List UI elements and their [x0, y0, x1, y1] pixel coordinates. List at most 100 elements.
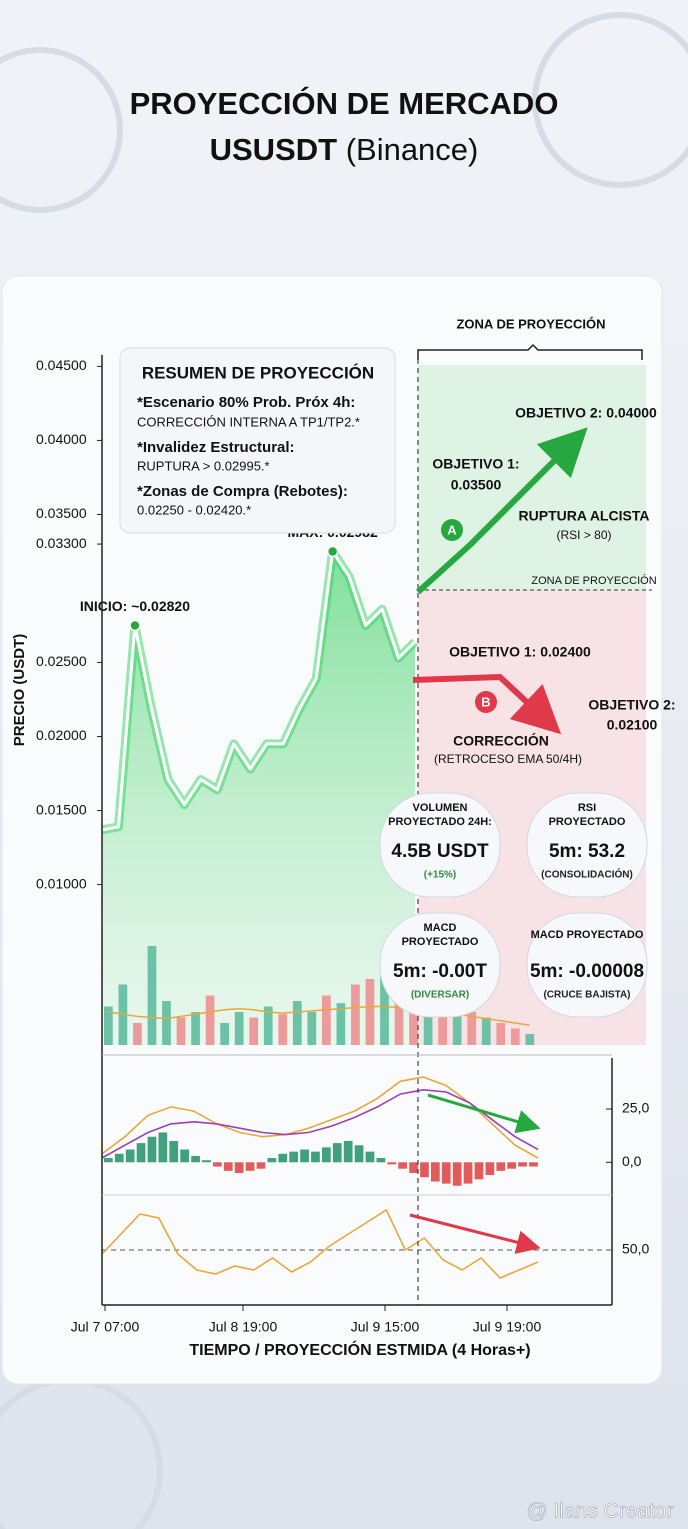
- stat-note: (DIVERSAR): [411, 990, 469, 1001]
- stat-note: (CONSOLIDACIÓN): [541, 868, 633, 881]
- price-line: [101, 550, 417, 832]
- macd-histogram: [202, 1160, 211, 1163]
- exchange: (Binance): [346, 132, 479, 167]
- summary-label: *Zonas de Compra (Rebotes):: [137, 483, 348, 500]
- volume-bar: [351, 984, 360, 1045]
- y-tick-label: 0.02000: [36, 727, 87, 743]
- macd-histogram: [365, 1151, 375, 1163]
- summary-label: *Invalidez Estructural:: [137, 439, 295, 456]
- rsi-line: [101, 1208, 539, 1279]
- start-point: [129, 619, 141, 632]
- bear-target2: 0.02100: [607, 717, 658, 733]
- badge-text: B: [481, 694, 490, 709]
- volume-bar: [467, 1012, 477, 1045]
- max-point: [326, 545, 339, 558]
- bull-zone: [418, 365, 646, 590]
- subtitle: USUSDT (Binance): [210, 132, 479, 167]
- price-area: [102, 551, 415, 1045]
- macd-histogram: [376, 1158, 386, 1163]
- stat-card: [526, 792, 648, 898]
- watermark: @ Ilans Creator: [526, 1500, 673, 1523]
- stat-title: PROYECTADO: [402, 936, 479, 948]
- zone-title: ZONA DE PROYECCIÓN: [456, 316, 605, 331]
- macd-histogram: [158, 1132, 168, 1163]
- plot: 0.04500 0.04000 0.03500 0.03300 0.02500 0.020…: [36, 357, 649, 1335]
- summary-label: *Escenario 80% Prob. Próx 4h:: [137, 394, 355, 411]
- volume-bar: [191, 1012, 200, 1045]
- x-tick-label: Jul 9 19:00: [473, 1319, 542, 1335]
- macd-histogram: [398, 1162, 408, 1169]
- bull-title: RUPTURA ALCISTA: [519, 508, 650, 524]
- volume-bar: [176, 1017, 186, 1045]
- macd-histogram: [245, 1162, 255, 1171]
- volume-bar: [452, 995, 462, 1045]
- macd-histogram: [463, 1162, 473, 1184]
- y-tick-label: 50,0: [622, 1241, 649, 1257]
- bull-target1: 0.03500: [451, 477, 502, 493]
- coin-decoration: [532, 12, 688, 188]
- macd-histogram: [311, 1151, 320, 1163]
- stat-card: [379, 912, 501, 1018]
- macd-histogram: [343, 1140, 353, 1163]
- macd-histogram: [409, 1162, 418, 1173]
- x-tick-label: Jul 8 19:00: [209, 1319, 278, 1335]
- bear-arrow: [412, 673, 562, 735]
- macd-histogram: [474, 1162, 484, 1180]
- macd-histogram: [234, 1162, 244, 1173]
- macd-histogram: [431, 1162, 440, 1182]
- macd-histogram: [191, 1155, 200, 1163]
- badge: [475, 691, 497, 713]
- volume-bar: [525, 1034, 535, 1045]
- summary-title: RESUMEN DE PROYECCIÓN: [142, 363, 374, 382]
- stat-title: PROYECTADO 24H:: [388, 816, 492, 828]
- bull-arrow: [415, 427, 588, 595]
- coin-decoration: [0, 47, 123, 213]
- y-tick-label: 0.03300: [36, 535, 87, 551]
- y-tick-label: 0.01000: [36, 875, 87, 891]
- macd-histogram: [267, 1158, 277, 1163]
- macd-histogram: [213, 1162, 222, 1167]
- macd-histogram: [441, 1162, 451, 1184]
- stat-note: (CRUCE BAJISTA): [543, 990, 630, 1001]
- x-tick-label: Jul 7 07:00: [71, 1319, 140, 1335]
- summary-text: 0.02250 - 0.02420.*: [137, 502, 251, 517]
- volume-bar: [496, 1023, 506, 1045]
- volume-bar: [263, 1006, 273, 1045]
- macd-histogram: [278, 1153, 288, 1163]
- macd-histogram: [496, 1162, 506, 1171]
- volume-bar: [278, 1014, 288, 1045]
- trend-arrow: [409, 1213, 541, 1254]
- macd-histogram: [354, 1145, 364, 1163]
- bear-note: (RETROCESO EMA 50/4H): [434, 752, 582, 766]
- y-tick-label: 0.04000: [36, 431, 87, 447]
- macd-histogram: [147, 1136, 157, 1163]
- summary-text: RUPTURA > 0.02995.*: [137, 458, 270, 473]
- bull-note: (RSI > 80): [556, 528, 611, 542]
- stat-card: [526, 912, 648, 1018]
- volume-bar: [133, 1023, 142, 1045]
- bear-target2: OBJETIVO 2:: [588, 697, 675, 713]
- macd-line: [101, 1088, 539, 1159]
- macd-histogram: [169, 1140, 179, 1163]
- bull-target1: OBJETIVO 1:: [432, 456, 519, 472]
- macd-histogram: [332, 1143, 342, 1163]
- volume-bar: [162, 1001, 171, 1045]
- volume-bar: [249, 1017, 259, 1045]
- bear-target1: OBJETIVO 1: 0.02400: [449, 644, 591, 660]
- macd-histogram: [256, 1162, 266, 1169]
- volume-bar: [234, 1012, 244, 1045]
- y-tick-label: 0.04500: [36, 357, 87, 373]
- volume-bar: [322, 995, 331, 1045]
- title: PROYECCIÓN DE MERCADO: [130, 85, 559, 121]
- macd-histogram: [518, 1162, 527, 1167]
- volume-bar: [104, 1006, 113, 1045]
- stat-title: RSI: [578, 802, 596, 814]
- volume-bar: [394, 1001, 404, 1045]
- stat-title: MACD PROYECTADO: [531, 929, 644, 941]
- macd-histogram: [104, 1158, 113, 1163]
- stat-cards: VOLUMEN PROYECTADO 24H: 4.5B USDT (+15%) RSI…: [379, 792, 648, 1018]
- badge-text: A: [447, 522, 457, 537]
- macd-line: [101, 1076, 539, 1159]
